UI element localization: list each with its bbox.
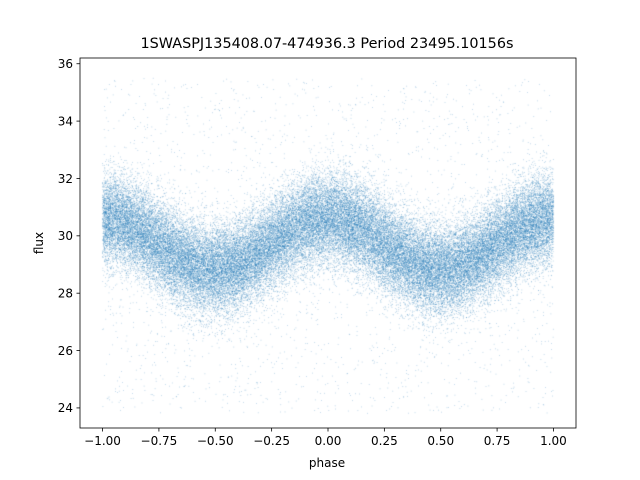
- chart-title: 1SWASPJ135408.07-474936.3 Period 23495.1…: [141, 36, 514, 52]
- x-tick-label: −1.00: [84, 434, 121, 448]
- x-tick-label: 0.00: [315, 434, 342, 448]
- y-tick-label: 24: [58, 401, 73, 415]
- x-tick-label: −0.75: [141, 434, 178, 448]
- y-tick-label: 26: [58, 344, 73, 358]
- y-tick-label: 32: [58, 172, 73, 186]
- x-tick-label: −0.25: [253, 434, 290, 448]
- y-tick-label: 28: [58, 286, 73, 300]
- y-axis-label: flux: [32, 232, 46, 254]
- x-tick-label: 1.00: [540, 434, 567, 448]
- x-axis-ticks: −1.00 −0.75 −0.50 −0.25 0.00 0.25 0.50 0.75 1.00: [84, 428, 567, 448]
- x-axis-label: phase: [309, 456, 345, 470]
- scatter-points-canvas: [80, 58, 576, 428]
- y-tick-label: 30: [58, 229, 73, 243]
- x-tick-label: 0.75: [484, 434, 511, 448]
- x-tick-label: 0.25: [371, 434, 398, 448]
- data-points: [80, 58, 576, 428]
- y-tick-label: 34: [58, 114, 73, 128]
- scatter-points-layer: [80, 58, 576, 428]
- y-axis-ticks: 24 26 28 30 32 34 36: [58, 57, 80, 415]
- x-tick-label: 0.50: [427, 434, 454, 448]
- x-tick-label: −0.50: [197, 434, 234, 448]
- y-tick-label: 36: [58, 57, 73, 71]
